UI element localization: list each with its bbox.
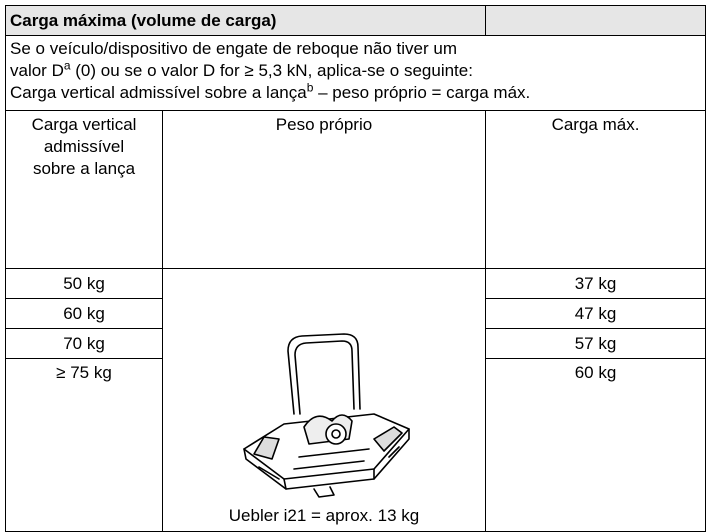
cell: ≥ 75 kg <box>5 358 163 532</box>
row: ≥ 75 kg 60 kg <box>5 358 706 532</box>
text: (0) ou se o valor D for ≥ 5,3 kN, aplica… <box>70 61 473 80</box>
intro-row: Se o veículo/dispositivo de engate de re… <box>5 35 706 111</box>
image-caption: Uebler i21 = aprox. 13 kg <box>228 506 420 525</box>
row: 60 kg 47 kg <box>5 298 706 329</box>
intro-line: valor Da (0) ou se o valor D for ≥ 5,3 k… <box>10 58 701 82</box>
cell: 57 kg <box>485 328 706 359</box>
column-header: Peso próprio <box>162 110 486 269</box>
cell: 50 kg <box>5 268 163 299</box>
title: Carga máxima (volume de carga) <box>5 5 486 36</box>
intro-line: Carga vertical admissível sobre a lançab… <box>10 80 701 104</box>
row: 50 kg Uebler i21 = aprox. 13 kg 37 kg <box>5 268 706 532</box>
text: valor D <box>10 61 64 80</box>
cell: 60 kg <box>485 358 706 532</box>
text: – peso próprio = carga máx. <box>313 83 531 102</box>
title-blank <box>485 5 706 36</box>
cell: 47 kg <box>485 298 706 329</box>
image-cell: Uebler i21 = aprox. 13 kg <box>162 268 486 532</box>
title-row: Carga máxima (volume de carga) <box>5 5 706 36</box>
footnote-mark: a <box>63 58 71 73</box>
load-table: Carga máxima (volume de carga) Se o veíc… <box>5 5 706 532</box>
header-row: Carga vertical admissível sobre a lança … <box>5 110 706 269</box>
cell: 37 kg <box>485 268 706 299</box>
text: Carga vertical admissível sobre a lança <box>10 83 307 102</box>
row: 70 kg 57 kg <box>5 328 706 359</box>
column-header: Carga máx. <box>485 110 706 269</box>
footnote-mark: b <box>306 80 314 95</box>
column-header: Carga vertical admissível sobre a lança <box>5 110 163 269</box>
intro-line: Se o veículo/dispositivo de engate de re… <box>10 39 458 58</box>
cell: 70 kg <box>5 328 163 359</box>
bike-rack-illustration <box>243 333 410 498</box>
column-header-text: Carga vertical admissível sobre a lança <box>31 115 137 178</box>
cell: 60 kg <box>5 298 163 329</box>
intro: Se o veículo/dispositivo de engate de re… <box>5 35 706 111</box>
